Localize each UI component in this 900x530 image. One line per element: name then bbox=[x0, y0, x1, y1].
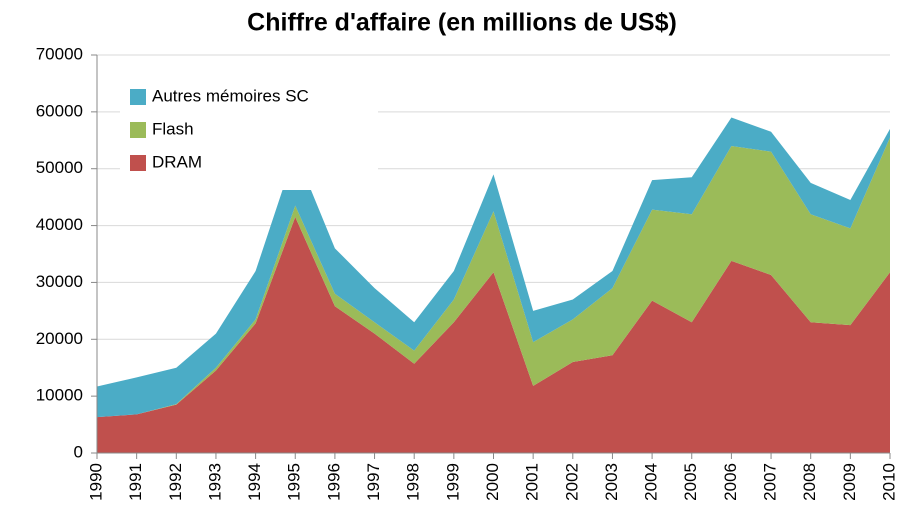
legend-swatch bbox=[130, 155, 146, 171]
y-tick-label: 30000 bbox=[36, 272, 83, 291]
y-tick-label: 10000 bbox=[36, 386, 83, 405]
area bbox=[97, 217, 890, 453]
x-tick-label: 2005 bbox=[681, 463, 700, 501]
x-tick-label: 1995 bbox=[285, 463, 304, 501]
y-tick-label: 0 bbox=[74, 442, 83, 461]
x-tick-label: 2010 bbox=[879, 463, 898, 501]
x-tick-label: 2008 bbox=[800, 463, 819, 501]
chart-title: Chiffre d'affaire (en millions de US$) bbox=[247, 9, 677, 37]
x-tick-label: 1996 bbox=[324, 463, 343, 501]
x-tick-label: 2006 bbox=[721, 463, 740, 501]
area bbox=[97, 117, 890, 418]
x-tick-label: 2000 bbox=[483, 463, 502, 501]
legend-label: Autres mémoires SC bbox=[152, 86, 309, 105]
x-tick-label: 2001 bbox=[523, 463, 542, 501]
x-tick-label: 2009 bbox=[840, 463, 859, 501]
x-tick-label: 1990 bbox=[86, 463, 105, 501]
y-tick-label: 20000 bbox=[36, 329, 83, 348]
x-tick-label: 2002 bbox=[562, 463, 581, 501]
x-tick-label: 2007 bbox=[761, 463, 780, 501]
legend-label: DRAM bbox=[152, 152, 202, 171]
x-tick-label: 1998 bbox=[404, 463, 423, 501]
x-tick-label: 1991 bbox=[126, 463, 145, 501]
x-tick-label: 1997 bbox=[364, 463, 383, 501]
x-tick-label: 2003 bbox=[602, 463, 621, 501]
legend-swatch bbox=[130, 89, 146, 105]
x-tick-label: 1994 bbox=[245, 463, 264, 501]
legend-label: Flash bbox=[152, 119, 194, 138]
x-tick-label: 2004 bbox=[642, 463, 661, 501]
legend-swatch bbox=[130, 122, 146, 138]
area bbox=[97, 137, 890, 418]
y-tick-label: 70000 bbox=[36, 44, 83, 63]
y-tick-label: 50000 bbox=[36, 158, 83, 177]
y-tick-label: 40000 bbox=[36, 215, 83, 234]
y-tick-label: 60000 bbox=[36, 101, 83, 120]
x-tick-label: 1992 bbox=[166, 463, 185, 501]
legend-box bbox=[120, 78, 378, 190]
x-tick-label: 1999 bbox=[443, 463, 462, 501]
x-tick-label: 1993 bbox=[205, 463, 224, 501]
